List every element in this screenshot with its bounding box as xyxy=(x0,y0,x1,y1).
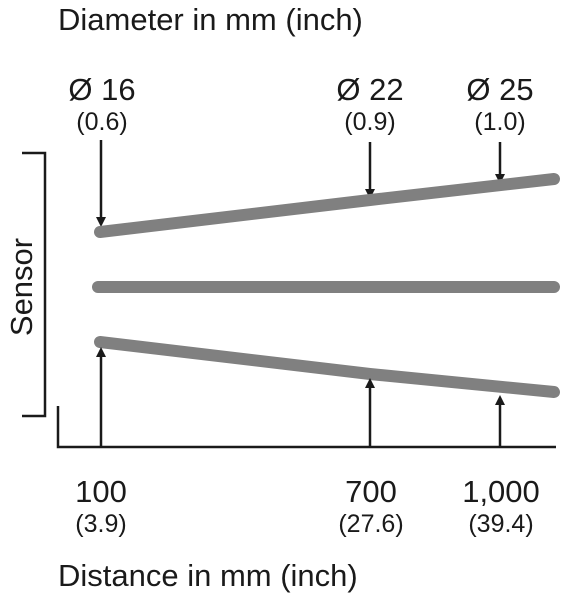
diameter-label-1-mm: Ø 16 xyxy=(68,72,135,107)
beam-lower-edge xyxy=(94,336,560,398)
sensor-bracket xyxy=(22,151,47,418)
distance-label-1-inch: (3.9) xyxy=(75,510,126,538)
diameter-label-3-inch: (1.0) xyxy=(474,108,525,136)
diameter-label-2-inch: (0.9) xyxy=(344,108,395,136)
distance-axis xyxy=(56,406,556,449)
distance-axis-label: Distance in mm (inch) xyxy=(58,558,358,593)
beam-upper-edge xyxy=(94,173,560,238)
distance-label-2-inch: (27.6) xyxy=(338,510,403,538)
distance-label-3-inch: (39.4) xyxy=(468,510,533,538)
distance-label-2-mm: 700 xyxy=(345,474,397,509)
diameter-label-2-mm: Ø 22 xyxy=(336,72,403,107)
diameter-label-3-mm: Ø 25 xyxy=(466,72,533,107)
distance-label-1-mm: 100 xyxy=(75,474,127,509)
diagram-title: Diameter in mm (inch) xyxy=(58,2,363,37)
sensor-label: Sensor xyxy=(4,238,39,336)
diameter-label-1-inch: (0.6) xyxy=(76,108,127,136)
distance-label-3-mm: 1,000 xyxy=(462,474,540,509)
